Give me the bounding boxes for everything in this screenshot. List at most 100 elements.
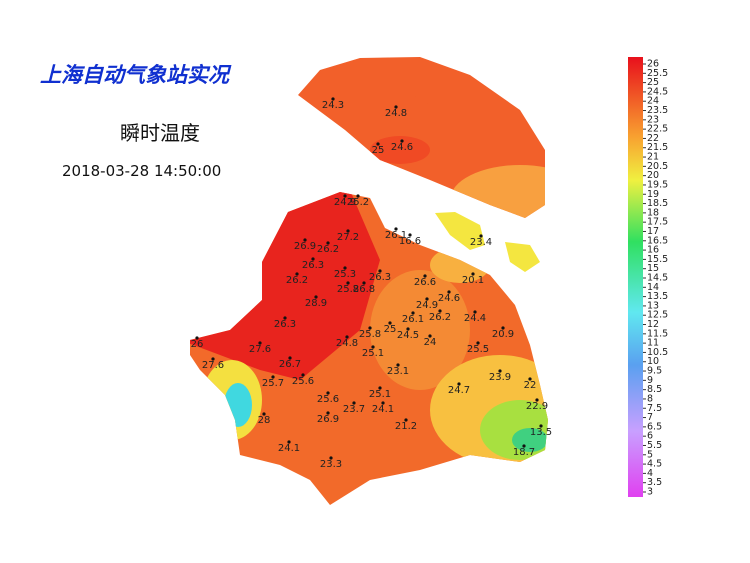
station-dot [528, 377, 532, 381]
colorbar-label: 3.5 [647, 477, 662, 488]
colorbar-label: 19 [647, 189, 659, 200]
station-dot [356, 194, 360, 198]
colorbar-label: 23.5 [647, 105, 668, 116]
station-dot [346, 229, 350, 233]
colorbar-label: 10 [647, 356, 659, 367]
colorbar-label: 5 [647, 449, 653, 460]
colorbar-label: 18.5 [647, 198, 668, 209]
station-dot [326, 241, 330, 245]
station-value: 23.9 [489, 372, 511, 383]
station-dot [326, 391, 330, 395]
colorbar-label: 18 [647, 207, 659, 218]
station-dot [371, 345, 375, 349]
station-value: 25.6 [292, 376, 314, 387]
station-dot [343, 194, 347, 198]
station-dot [362, 281, 366, 285]
colorbar-label: 14 [647, 282, 659, 293]
station-value: 24.9 [416, 300, 438, 311]
changxing-island [435, 212, 485, 250]
colorbar-label: 4.5 [647, 459, 662, 470]
station-dot [473, 310, 477, 314]
station-dot [476, 341, 480, 345]
station-value: 25 [372, 145, 385, 156]
station-value: 28.9 [305, 298, 327, 309]
colorbar-label: 6 [647, 431, 653, 442]
colorbar-label: 25.5 [647, 68, 668, 79]
colorbar [628, 57, 643, 497]
station-dot [394, 105, 398, 109]
station-value: 16.6 [399, 236, 421, 247]
colorbar-label: 24.5 [647, 86, 668, 97]
station-value: 25.7 [262, 378, 284, 389]
station-value: 24.4 [464, 313, 486, 324]
station-dot [411, 311, 415, 315]
colorbar-label: 17.5 [647, 217, 668, 228]
station-dot [343, 266, 347, 270]
station-value: 25.5 [467, 344, 489, 355]
colorbar-label: 4 [647, 468, 653, 479]
station-value: 20.9 [492, 329, 514, 340]
station-dot [394, 227, 398, 231]
station-value: 24.5 [397, 330, 419, 341]
colorbar-label: 14.5 [647, 273, 668, 284]
colorbar-ticks: 2625.52524.52423.52322.52221.52120.52019… [643, 59, 668, 498]
station-dot [423, 274, 427, 278]
station-value: 18.7 [513, 447, 535, 458]
colorbar-label: 22 [647, 133, 659, 144]
station-value: 26.1 [385, 230, 407, 241]
station-dot [404, 418, 408, 422]
station-value: 20.1 [462, 275, 484, 286]
colorbar-label: 24 [647, 96, 659, 107]
colorbar-label: 7 [647, 412, 653, 423]
station-value: 26.9 [317, 414, 339, 425]
colorbar-label: 23 [647, 114, 659, 125]
station-dot [346, 281, 350, 285]
station-dot [287, 440, 291, 444]
station-dot [388, 321, 392, 325]
colorbar-label: 13.5 [647, 291, 668, 302]
station-value: 26.2 [429, 312, 451, 323]
station-dot [283, 316, 287, 320]
station-value: 23.7 [343, 404, 365, 415]
station-value: 26.1 [402, 314, 424, 325]
station-dot [501, 326, 505, 330]
station-value: 23.4 [470, 237, 492, 248]
station-dot [400, 139, 404, 143]
colorbar-label: 20.5 [647, 161, 668, 172]
station-value: 25.1 [369, 389, 391, 400]
station-value: 26.2 [286, 275, 308, 286]
station-dot [288, 356, 292, 360]
station-dot [479, 234, 483, 238]
map-title: 上海自动气象站实况 [40, 63, 232, 87]
colorbar-label: 3 [647, 487, 653, 498]
station-value: 13.5 [530, 427, 552, 438]
small-island [408, 90, 440, 106]
station-value: 25.8 [359, 329, 381, 340]
station-dot [262, 412, 266, 416]
station-value: 26.7 [279, 359, 301, 370]
station-dot [301, 373, 305, 377]
station-dot [345, 335, 349, 339]
station-dot [447, 290, 451, 294]
station-dot [295, 272, 299, 276]
station-value: 24.8 [385, 108, 407, 119]
colorbar-label: 20 [647, 170, 659, 181]
station-dot [378, 386, 382, 390]
station-dot [539, 424, 543, 428]
station-value: 26.8 [353, 284, 375, 295]
colorbar-label: 17 [647, 226, 659, 237]
colorbar-label: 16.5 [647, 235, 668, 246]
station-dot [329, 456, 333, 460]
station-value: 27.6 [249, 344, 271, 355]
station-dot [258, 341, 262, 345]
station-dot [311, 257, 315, 261]
colorbar-label: 10.5 [647, 347, 668, 358]
station-dot [326, 411, 330, 415]
station-dot [498, 369, 502, 373]
station-value: 26.2 [317, 244, 339, 255]
station-dot [314, 295, 318, 299]
colorbar-label: 26 [647, 59, 659, 70]
station-dot [396, 363, 400, 367]
colorbar-label: 15.5 [647, 254, 668, 265]
colorbar-label: 11.5 [647, 328, 668, 339]
